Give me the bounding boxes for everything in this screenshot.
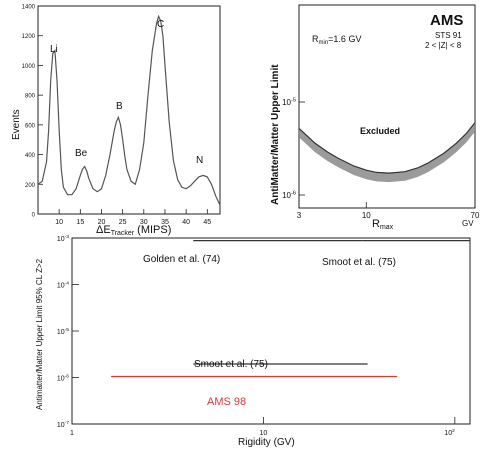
panel1-x-tick-label: 35 — [161, 219, 169, 226]
peak-label-be: Be — [75, 148, 88, 159]
panel2-x-label: Rmax — [372, 218, 394, 231]
legend-ams-98: AMS 98 — [207, 396, 246, 408]
panel3-x-tick-label: 10 — [260, 430, 268, 437]
peak-label-li: Li — [50, 44, 58, 55]
panel1-y-tick-label: 0 — [32, 213, 36, 219]
peak-label-b: B — [116, 101, 123, 112]
panel1-ticks: 10 15 20 25 30 35 40 45 0 200 400 600 800 1000 1200 140… — [22, 5, 212, 227]
panel2-x-label-sub: max — [380, 224, 394, 231]
panel3-x-tick-label: 1 — [70, 430, 74, 437]
legend-smoot-75-upper: Smoot et al. (75) — [322, 257, 396, 268]
panel3-x-label: Rigidity (GV) — [238, 437, 295, 448]
peak-label-n: N — [196, 155, 203, 166]
panel3-y-label: Antimatter/Matter Upper Limit 95% CL Z>2 — [35, 258, 44, 410]
legend-smoot-75-lower: Smoot et al. (75) — [194, 359, 268, 370]
panel2-info-charge: 2 < |Z| < 8 — [425, 41, 462, 50]
panel1-y-tick-label: 1000 — [22, 64, 36, 70]
panel2-x-label-main: R — [372, 218, 380, 230]
rmin-value: =1.6 GV — [328, 34, 361, 44]
panel2-x-unit: GV — [462, 219, 474, 228]
panel3-lines-group — [111, 239, 470, 378]
panel1-y-tick-label: 600 — [25, 123, 36, 129]
panel1-x-label-sub: Tracker — [111, 230, 135, 237]
panel3-y-tick-label: 10-5 — [57, 327, 69, 336]
panel1-x-tick-label: 40 — [182, 219, 190, 226]
panel2-ticks: 3 10 70 10-5 10-6 — [282, 97, 480, 220]
panel2-y-tick-label: 10-5 — [282, 97, 296, 107]
panel1-curve-group — [37, 14, 221, 206]
panel1-y-tick-label: 1200 — [22, 34, 36, 40]
panel1-x-label: ΔETracker (MIPS) — [96, 224, 171, 237]
rigidity-limit-chart: 1 10 102 10-3 10-4 10-5 10-6 10-7 Golden et al.… — [35, 234, 471, 448]
panel1-y-tick-label: 800 — [25, 94, 36, 100]
panel2-title: AMS — [430, 12, 463, 29]
panel3-y-tick-label: 10-4 — [57, 280, 69, 289]
spectrum-curve — [37, 14, 221, 206]
rmin-sub: min — [319, 40, 329, 46]
panel3-x-tick-label: 102 — [444, 428, 455, 437]
ams-limit-chart: 3 10 70 10-5 10-6 AMS STS 91 2 < |Z| < 8 Rmi… — [270, 4, 480, 231]
panel1-x-label-main: ΔE — [96, 224, 111, 236]
peak-label-c: C — [157, 19, 164, 30]
panel1-x-tick-label: 30 — [140, 219, 148, 226]
panel3-y-tick-label: 10-6 — [57, 373, 69, 382]
panel3-y-tick-label: 10-7 — [57, 420, 69, 429]
panel2-frame — [298, 4, 476, 209]
panel2-y-tick-label: 10-6 — [282, 190, 296, 200]
panel1-y-tick-label: 400 — [25, 153, 36, 159]
panel1-y-tick-label: 200 — [25, 183, 36, 189]
panel1-x-tick-label: 15 — [76, 219, 84, 226]
panel1-x-label-unit: (MIPS) — [137, 224, 171, 236]
panel1-x-tick-label: 25 — [119, 219, 127, 226]
panel2-y-label: AntiMatter/Matter Upper Limit — [270, 64, 281, 205]
energy-loss-chart: 10 15 20 25 30 35 40 45 0 200 400 600 800 1000 1200 140… — [11, 5, 221, 237]
panel3-frame — [71, 237, 471, 425]
panel1-y-label: Events — [11, 109, 22, 140]
panel3-y-tick-label: 10-3 — [57, 234, 69, 243]
panel2-x-tick-label: 70 — [471, 211, 480, 220]
rmin-main: R — [312, 34, 319, 44]
excluded-band — [299, 122, 475, 183]
panel1-y-tick-label: 1400 — [22, 5, 36, 11]
panel1-frame — [37, 5, 221, 215]
panel1-x-tick-label: 20 — [98, 219, 106, 226]
panel2-info-mission: STS 91 — [435, 31, 462, 40]
panel2-band-group — [298, 122, 476, 183]
panel2-x-tick-label: 3 — [297, 211, 302, 220]
excluded-label: Excluded — [360, 126, 400, 136]
panel1-x-tick-label: 10 — [55, 219, 63, 226]
limit-curve-upper — [298, 122, 476, 174]
panel1-x-tick-label: 45 — [203, 219, 211, 226]
panel3-ticks: 1 10 102 10-3 10-4 10-5 10-6 10-7 — [57, 234, 456, 437]
panel2-x-tick-label: 10 — [362, 211, 371, 220]
legend-golden-74: Golden et al. (74) — [143, 254, 220, 265]
panel2-rmin-label: Rmin=1.6 GV — [312, 34, 361, 46]
